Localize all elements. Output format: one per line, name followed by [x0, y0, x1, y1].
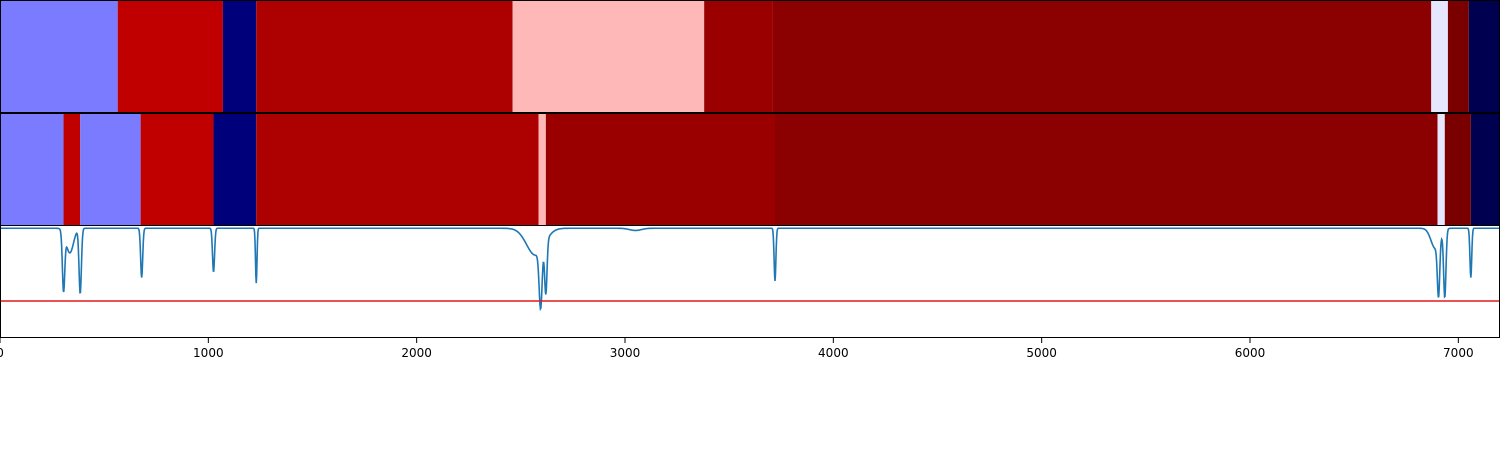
bar-segment: [1431, 0, 1448, 113]
bar-segment: [1470, 113, 1500, 226]
x-tick-label: 3000: [610, 346, 641, 360]
bar-segment: [117, 0, 223, 113]
bar-segment: [1437, 113, 1445, 226]
bar-segment: [775, 113, 1438, 226]
signal-line: [0, 227, 1500, 312]
x-tick-label: 6000: [1235, 346, 1266, 360]
bar-segment: [704, 0, 773, 113]
x-tick-label: 1000: [193, 346, 224, 360]
bar-segment: [512, 0, 705, 113]
bar-segment: [538, 113, 546, 226]
bar-segment: [63, 113, 81, 226]
bar-segment: [1468, 0, 1500, 113]
panel-frame-bottom: [0, 225, 1500, 338]
bar-track-middle: [0, 113, 1500, 226]
bar-segment: [1444, 113, 1471, 226]
x-tick-label: 0: [0, 346, 4, 360]
bar-segment: [0, 0, 118, 113]
bar-segment: [256, 113, 539, 226]
bar-segment: [1447, 0, 1469, 113]
bar-segment: [80, 113, 141, 226]
x-tick-label: 7000: [1443, 346, 1474, 360]
bar-track-top: [0, 0, 1500, 113]
bar-segment: [772, 0, 1432, 113]
bar-segment: [140, 113, 214, 226]
x-tick-label: 4000: [818, 346, 849, 360]
bar-segment: [222, 0, 257, 113]
x-axis: 0 1000 2000 3000 4000 5000 6000 7000: [0, 338, 1474, 360]
bar-segment: [256, 0, 513, 113]
line-panel: [0, 227, 1500, 312]
bar-segment: [545, 113, 775, 226]
bar-segment: [213, 113, 257, 226]
bar-segment: [0, 113, 64, 226]
x-tick-label: 2000: [401, 346, 432, 360]
x-tick-label: 5000: [1026, 346, 1057, 360]
